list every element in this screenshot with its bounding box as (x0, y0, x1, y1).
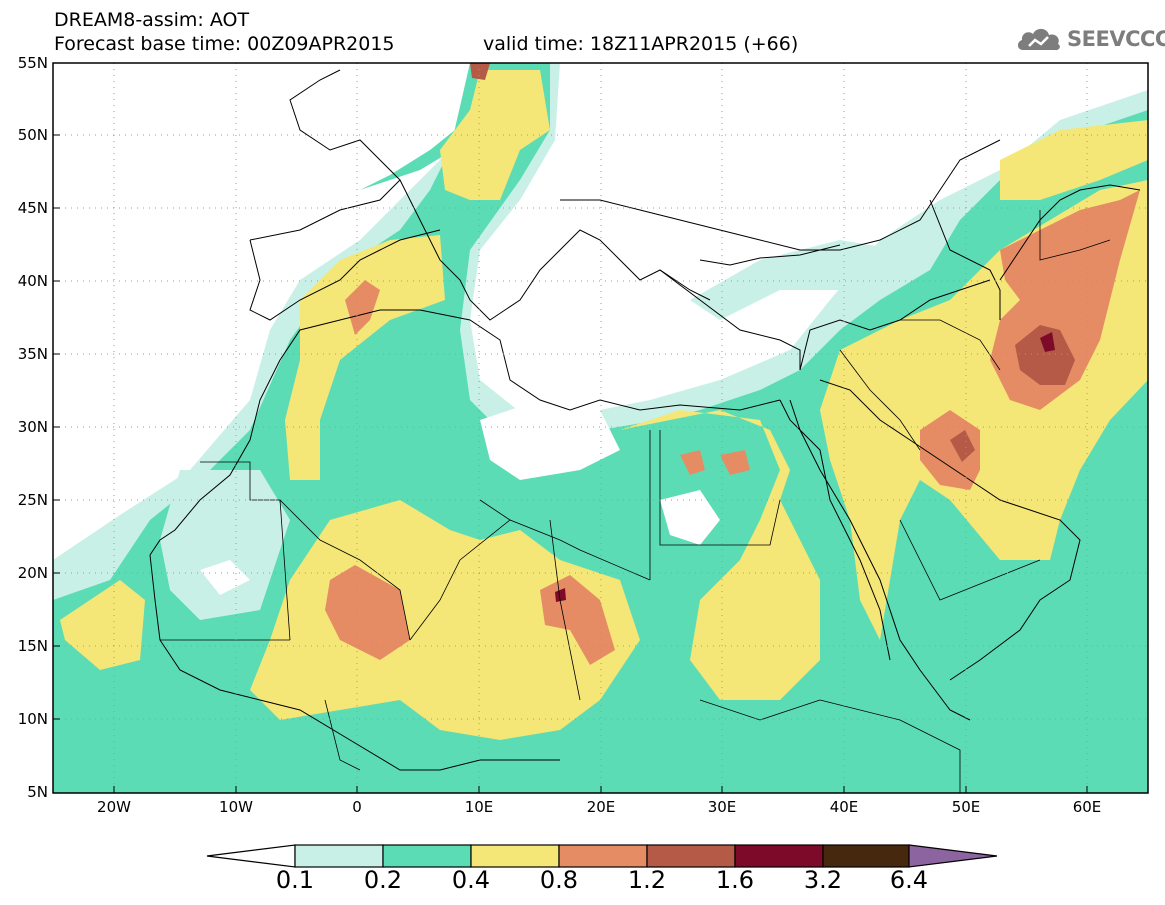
lat-label: 5N (27, 783, 48, 801)
lon-label: 0 (352, 798, 362, 816)
lon-label: 10W (219, 798, 253, 816)
aot-region-very-high (680, 450, 705, 475)
aot-region-extreme (950, 430, 975, 462)
aot-region-extreme (1040, 332, 1055, 352)
lat-label: 50N (17, 126, 48, 144)
aot-region-high (1000, 120, 1148, 200)
lon-label: 20W (97, 798, 131, 816)
aot-region-high (60, 580, 145, 670)
colorbar-label: 1.2 (627, 866, 667, 894)
lon-label: 20E (586, 798, 616, 816)
colorbar-label: 0.8 (539, 866, 579, 894)
graticule (53, 63, 1148, 793)
aot-region-clear (200, 560, 250, 595)
lat-label: 45N (17, 199, 48, 217)
aot-region-high (620, 410, 820, 700)
valid-time: valid time: 18Z11APR2015 (+66) (483, 33, 799, 55)
aot-region-extreme (470, 63, 490, 80)
lat-label: 25N (17, 491, 48, 509)
colorbar-label: 3.2 (803, 866, 843, 894)
lat-label: 10N (17, 710, 48, 728)
aot-region-high (440, 70, 550, 200)
lon-label: 60E (1072, 798, 1102, 816)
lat-label: 35N (17, 345, 48, 363)
lon-label: 50E (951, 798, 981, 816)
aot-region-high (285, 235, 445, 480)
seevccc-logo: SEEVCCC (1015, 22, 1165, 56)
aot-region-extreme (555, 588, 566, 602)
colorbar-label: 6.4 (889, 866, 929, 894)
aot-region-very-high (345, 280, 380, 335)
aot-region-clear (160, 470, 290, 620)
aot-region-low (690, 240, 900, 320)
map-title: DREAM8-assim: AOT (54, 9, 250, 31)
cloud-icon (1017, 28, 1060, 51)
aot-region-very-high (325, 565, 410, 660)
colorbar-label: 0.4 (451, 866, 491, 894)
colorbar-label: 1.6 (715, 866, 755, 894)
logo-text: SEEVCCC (1067, 27, 1165, 51)
axis-ticks (53, 62, 1088, 793)
aot-region-extreme (1015, 325, 1075, 385)
lat-label: 55N (17, 54, 48, 72)
colorbar-label: 0.2 (363, 866, 403, 894)
aot-field (53, 63, 1148, 793)
aot-region-clear (480, 400, 620, 480)
lat-label: 15N (17, 637, 48, 655)
lat-label: 40N (17, 272, 48, 290)
country-borders (160, 210, 1111, 793)
aot-region-very-high (720, 450, 750, 475)
lat-label: 30N (17, 418, 48, 436)
lon-label: 40E (829, 798, 859, 816)
colorbar-label: 0.1 (275, 866, 315, 894)
lon-label: 10E (464, 798, 494, 816)
base-time: Forecast base time: 00Z09APR2015 (54, 33, 395, 55)
lon-label: 30E (707, 798, 737, 816)
aot-region-clear (660, 490, 720, 545)
aot-region-high (250, 500, 640, 740)
lat-label: 20N (17, 564, 48, 582)
